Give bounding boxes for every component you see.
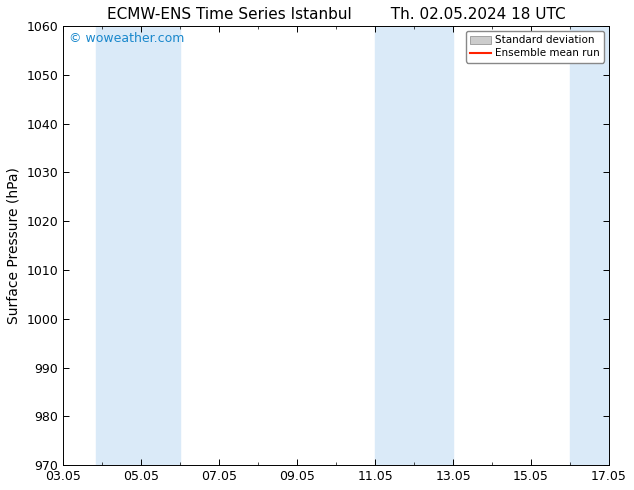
Bar bbox=[375, 26, 414, 465]
Title: ECMW-ENS Time Series Istanbul        Th. 02.05.2024 18 UTC: ECMW-ENS Time Series Istanbul Th. 02.05.… bbox=[107, 7, 566, 22]
Text: © woweather.com: © woweather.com bbox=[68, 32, 184, 46]
Bar bbox=[96, 26, 141, 465]
Y-axis label: Surface Pressure (hPa): Surface Pressure (hPa) bbox=[7, 167, 21, 324]
Bar bbox=[570, 26, 609, 465]
Bar bbox=[414, 26, 453, 465]
Legend: Standard deviation, Ensemble mean run: Standard deviation, Ensemble mean run bbox=[466, 31, 604, 63]
Bar bbox=[141, 26, 180, 465]
